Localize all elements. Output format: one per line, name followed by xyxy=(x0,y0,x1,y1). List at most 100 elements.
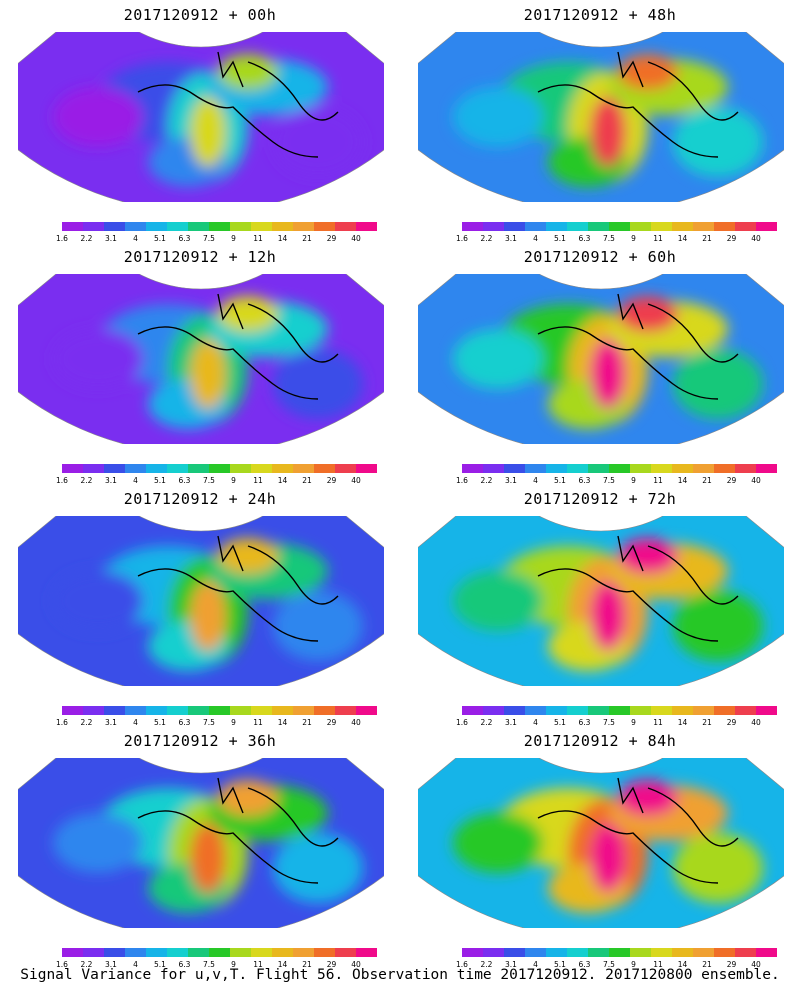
colorbar-swatch xyxy=(525,464,546,473)
colorbar-swatch xyxy=(251,464,272,473)
variance-map xyxy=(418,516,784,686)
colorbar-tick-label: 1.6 xyxy=(56,960,68,969)
figure-caption: Signal Variance for u,v,T. Flight 56. Ob… xyxy=(20,967,780,983)
colorbar-tick-label: 1.6 xyxy=(456,234,468,243)
colorbar-swatch xyxy=(483,706,504,715)
colorbar xyxy=(62,222,377,231)
colorbar-tick-label: 3.1 xyxy=(105,718,117,727)
colorbar-tick-label: 21 xyxy=(302,718,312,727)
colorbar-tick-label: 7.5 xyxy=(203,234,215,243)
colorbar-swatch xyxy=(609,222,630,231)
colorbar-swatch xyxy=(735,948,756,957)
colorbar-swatch xyxy=(525,222,546,231)
colorbar-swatch xyxy=(356,464,377,473)
colorbar-tick-label: 9 xyxy=(231,718,236,727)
colorbar-tick-label: 4 xyxy=(133,476,138,485)
colorbar-tick-label: 2.2 xyxy=(80,960,93,969)
colorbar-swatch xyxy=(356,706,377,715)
forecast-panel: 2017120912 + 60h 1.6 2.2 3.1 4 5.1 6.3 7.5 9 11 14… xyxy=(400,242,800,487)
colorbar-tick-label: 5.1 xyxy=(554,718,566,727)
colorbar xyxy=(62,948,377,957)
colorbar xyxy=(62,464,377,473)
colorbar-tick-label: 6.3 xyxy=(578,476,591,485)
colorbar-swatch xyxy=(314,706,335,715)
colorbar-tick-label: 14 xyxy=(277,718,288,727)
colorbar xyxy=(462,464,777,473)
colorbar-tick-label: 9 xyxy=(631,718,636,727)
colorbar-swatch xyxy=(672,464,693,473)
colorbar-tick-label: 40 xyxy=(351,234,361,243)
colorbar-tick-label: 2.2 xyxy=(80,476,93,485)
colorbar-swatch xyxy=(335,948,356,957)
colorbar xyxy=(462,948,777,957)
colorbar-swatch xyxy=(146,706,167,715)
forecast-panel: 2017120912 + 12h 1.6 2.2 3.1 4 5.1 6.3 7.5 9 11 14… xyxy=(0,242,400,487)
colorbar-swatch xyxy=(335,464,356,473)
colorbar-swatch xyxy=(567,948,588,957)
colorbar-swatch xyxy=(104,464,125,473)
colorbar-tick-labels: 1.6 2.2 3.1 4 5.1 6.3 7.5 9 11 14 21 29 40 xyxy=(52,960,372,970)
colorbar-swatch xyxy=(714,222,735,231)
colorbar-swatch xyxy=(693,464,714,473)
colorbar-tick-label: 11 xyxy=(653,234,663,243)
colorbar-tick-label: 14 xyxy=(277,476,288,485)
colorbar-swatch xyxy=(609,464,630,473)
colorbar-tick-label: 6.3 xyxy=(578,960,591,969)
colorbar-tick-label: 29 xyxy=(726,234,737,243)
colorbar-tick-label: 7.5 xyxy=(603,234,615,243)
colorbar-tick-labels: 1.6 2.2 3.1 4 5.1 6.3 7.5 9 11 14 21 29 40 xyxy=(452,960,772,970)
colorbar-swatch xyxy=(293,706,314,715)
colorbar-swatch xyxy=(483,464,504,473)
colorbar-swatch xyxy=(314,222,335,231)
colorbar-swatch xyxy=(672,706,693,715)
colorbar-swatch xyxy=(672,948,693,957)
colorbar-swatch xyxy=(314,464,335,473)
forecast-panel: 2017120912 + 48h 1.6 2.2 3.1 4 5.1 6.3 7.5 9 11 14… xyxy=(400,0,800,245)
colorbar-swatch xyxy=(462,706,483,715)
colorbar-tick-label: 3.1 xyxy=(105,234,117,243)
colorbar-swatch xyxy=(125,948,146,957)
variance-map xyxy=(18,274,384,444)
colorbar xyxy=(462,706,777,715)
colorbar-swatch xyxy=(104,948,125,957)
colorbar-swatch xyxy=(272,706,293,715)
colorbar-tick-label: 1.6 xyxy=(456,476,468,485)
colorbar-tick-label: 21 xyxy=(302,476,312,485)
colorbar-swatch xyxy=(630,948,651,957)
colorbar-tick-label: 5.1 xyxy=(554,234,566,243)
colorbar-tick-label: 29 xyxy=(326,234,337,243)
colorbar-tick-label: 2.2 xyxy=(80,718,93,727)
colorbar-tick-label: 4 xyxy=(133,718,138,727)
colorbar-swatch xyxy=(167,464,188,473)
colorbar-tick-label: 1.6 xyxy=(456,960,468,969)
colorbar-swatch xyxy=(209,706,230,715)
colorbar-tick-label: 4 xyxy=(133,960,138,969)
colorbar-swatch xyxy=(230,948,251,957)
colorbar-tick-label: 6.3 xyxy=(178,718,191,727)
colorbar-swatch xyxy=(167,948,188,957)
colorbar-swatch xyxy=(693,948,714,957)
colorbar-swatch xyxy=(188,706,209,715)
colorbar-swatch xyxy=(588,948,609,957)
forecast-panel: 2017120912 + 84h 1.6 2.2 3.1 4 5.1 6.3 7.5 9 11 14… xyxy=(400,726,800,971)
colorbar-swatch xyxy=(651,464,672,473)
colorbar-swatch xyxy=(293,464,314,473)
colorbar-swatch xyxy=(630,222,651,231)
colorbar-tick-label: 21 xyxy=(702,960,712,969)
colorbar-swatch xyxy=(483,222,504,231)
colorbar-swatch xyxy=(714,948,735,957)
colorbar-tick-label: 40 xyxy=(751,476,761,485)
colorbar-tick-label: 14 xyxy=(677,476,688,485)
colorbar-tick-label: 3.1 xyxy=(505,960,517,969)
colorbar-swatch xyxy=(693,706,714,715)
colorbar-tick-label: 7.5 xyxy=(203,960,215,969)
colorbar-swatch xyxy=(356,222,377,231)
panel-title: 2017120912 + 00h xyxy=(123,6,277,24)
colorbar-tick-label: 29 xyxy=(726,476,737,485)
colorbar-tick-label: 14 xyxy=(677,234,688,243)
colorbar-swatch xyxy=(62,222,83,231)
colorbar-swatch xyxy=(651,948,672,957)
colorbar-swatch xyxy=(356,948,377,957)
colorbar-swatch xyxy=(567,464,588,473)
colorbar-swatch xyxy=(146,948,167,957)
